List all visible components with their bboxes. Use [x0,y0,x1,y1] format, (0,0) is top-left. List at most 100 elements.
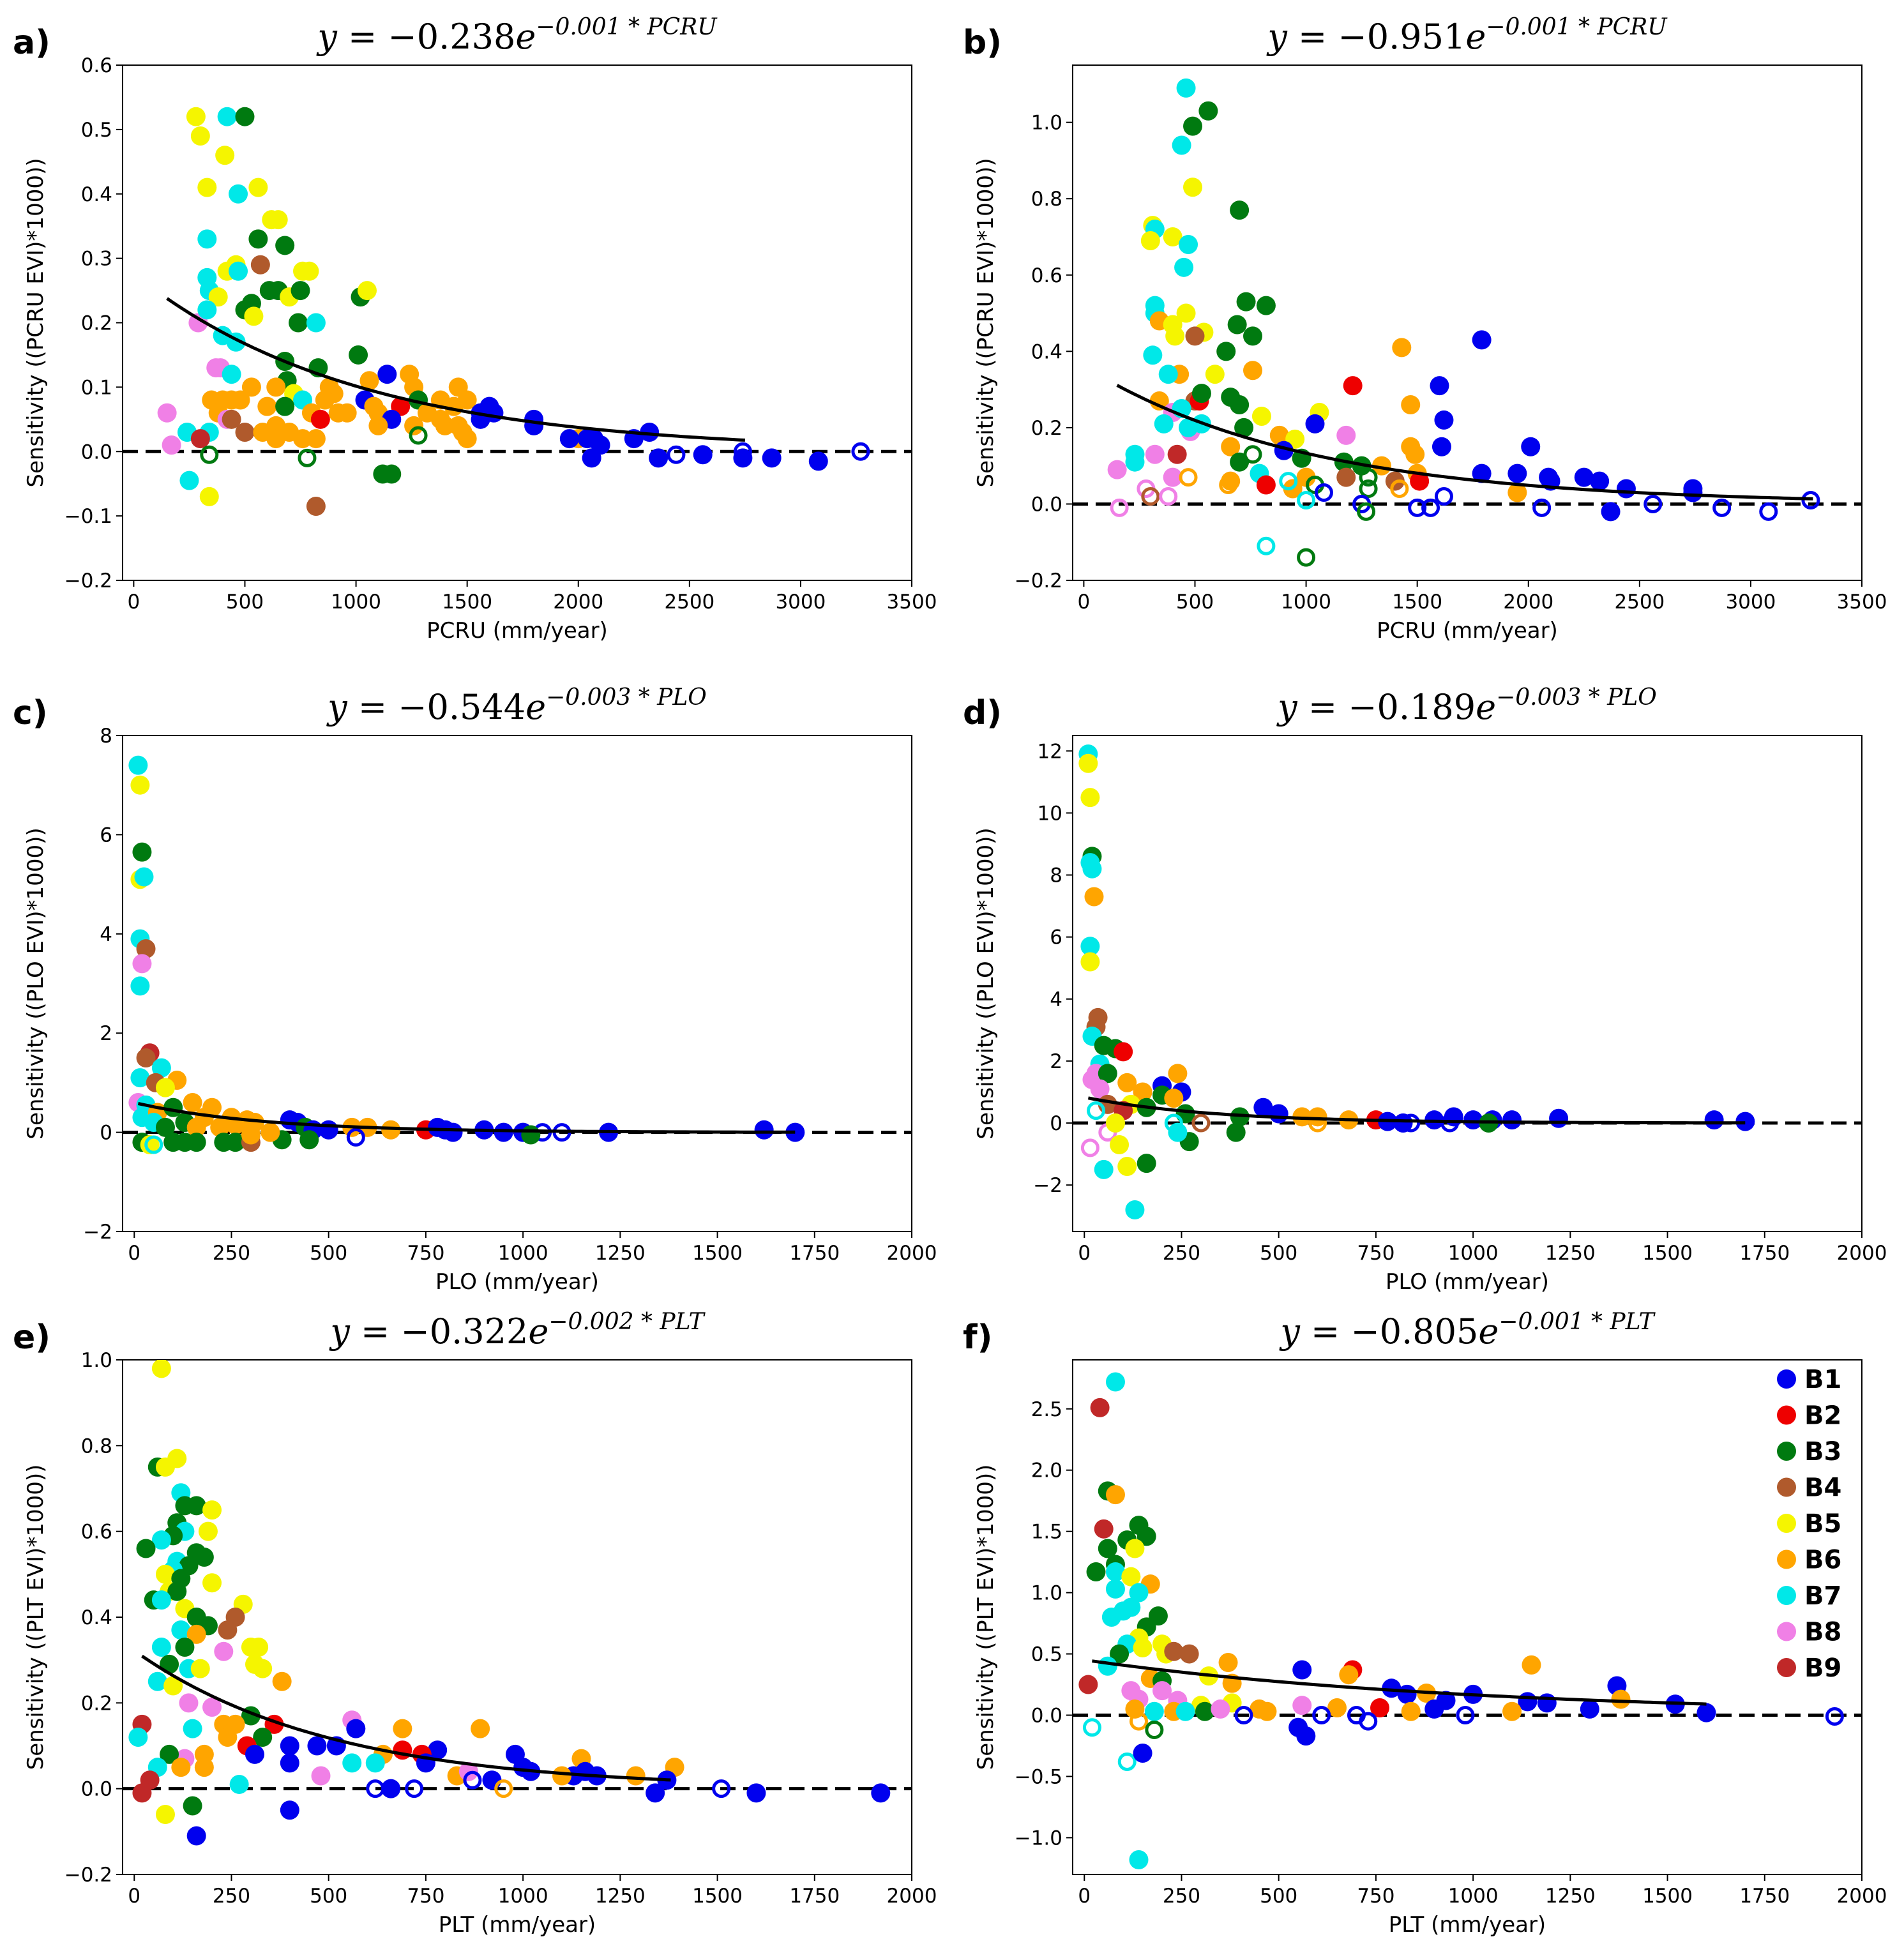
x-tick-label: 500 [1260,1885,1297,1908]
y-axis-label: Sensitivity ((PLT EVI)*1000)) [973,1465,999,1770]
y-tick-label: −0.1 [64,505,112,528]
data-point-open-b1 [346,1127,365,1147]
panel-letter: b) [963,24,1002,62]
data-point-b5 [1117,1157,1137,1177]
data-point-b7 [1143,345,1163,365]
data-point-b8 [1152,1681,1172,1701]
chart-title: y = −0.238e−0.001 * PCRU [316,14,718,57]
data-point-b8 [162,435,181,455]
x-axis-label: PCRU (mm/year) [427,618,608,644]
data-point-b3 [1098,1539,1117,1558]
data-point-b6 [1392,338,1412,358]
data-point-b7 [130,1068,150,1088]
legend-label-b1: B1 [1804,1365,1841,1394]
y-axis-label: Sensitivity ((PLO EVI)*1000)) [973,827,999,1139]
x-tick-label: 1250 [595,1242,646,1265]
plot-area [122,735,912,1232]
data-point-b6 [1257,1701,1277,1721]
data-point-b6 [218,1728,238,1747]
chart-panel-3: c) y = −0.544e−0.003 * PLO 0 250 500 750 1000 1… [13,684,937,1295]
data-point-b6 [1105,1485,1125,1505]
data-point-open-b1 [733,442,752,461]
data-point-b1 [693,445,713,465]
data-point-b6 [261,1122,280,1142]
data-point-b1 [307,1736,327,1756]
data-point-b6 [315,390,335,410]
x-axis-label: PLT (mm/year) [1389,1912,1546,1938]
data-point-open-b7 [1087,1101,1106,1120]
data-point-b1 [1296,1726,1316,1746]
data-point-b7 [342,1753,362,1773]
y-axis-label: Sensitivity ((PLO EVI)*1000)) [23,827,49,1139]
x-tick-label: 1500 [692,1885,743,1908]
data-point-b9 [1090,1398,1110,1417]
data-point-b3 [299,1130,319,1150]
x-tick-label: 2000 [553,591,603,614]
data-point-b7 [197,229,217,249]
plot-area [1072,735,1862,1232]
data-point-b3 [289,313,308,333]
data-point-open-b4 [1141,486,1160,506]
data-point-b9 [1167,444,1187,464]
data-point-b7 [1105,1579,1125,1599]
y-tick-label: 1.0 [1031,112,1062,135]
y-axis-label: Sensitivity ((PCRU EVI)*1000)) [973,158,999,488]
data-point-b5 [299,261,319,281]
y-tick-label: 8 [100,725,112,748]
y-tick-label: 0.4 [1031,340,1062,363]
y-tick-label: −2 [83,1221,112,1244]
x-axis-label: PCRU (mm/year) [1377,618,1558,644]
x-tick-label: 0 [1078,1242,1091,1265]
data-point-b6 [368,416,388,435]
data-point-b1 [762,448,782,468]
x-tick-label: 1250 [1545,1885,1596,1908]
x-tick-label: 1250 [595,1885,646,1908]
x-tick-label: 500 [310,1885,347,1908]
data-point-open-b1 [1402,1113,1421,1133]
data-point-b5 [1133,1638,1152,1657]
data-point-b5 [198,1521,218,1541]
chart-panel-6: f) y = −0.805e−0.001 * PLT 0 250 500 750 1000 1… [963,1309,1887,1938]
data-point-b6 [272,1671,292,1691]
data-point-b7 [1080,937,1100,956]
x-tick-label: 750 [1357,1885,1394,1908]
data-point-b2 [1114,1042,1133,1062]
fit-curve [137,1102,796,1134]
data-point-b4 [235,422,255,442]
data-point-b5 [155,1804,175,1824]
x-tick-label: 1250 [1545,1242,1596,1265]
data-point-b1 [1424,1699,1444,1719]
data-point-b6 [337,403,357,423]
y-tick-label: −0.5 [1015,1765,1062,1788]
data-point-b3 [248,229,268,249]
data-point-b8 [214,1641,234,1661]
legend-label-b8: B8 [1804,1618,1841,1647]
data-point-b2 [1343,376,1363,396]
data-point-b2 [1370,1698,1390,1718]
data-point-b6 [1522,1655,1541,1675]
data-point-b6 [171,1758,191,1777]
data-point-b3 [1226,1122,1246,1142]
data-point-open-b3 [200,445,219,464]
data-point-b5 [190,1659,210,1678]
data-point-b5 [130,775,150,795]
data-point-b6 [1133,1082,1152,1102]
x-tick-label: 0 [128,591,140,614]
data-point-b9 [132,1783,152,1803]
data-point-open-b1 [1456,1706,1475,1725]
data-point-b8 [202,1698,222,1717]
data-point-b3 [1137,1154,1156,1173]
data-point-b4 [1179,1644,1199,1664]
y-tick-label: 10 [1038,802,1062,825]
chart-title: y = −0.544e−0.003 * PLO [326,684,707,727]
legend-label-b3: B3 [1804,1437,1841,1466]
data-point-b1 [443,1122,463,1142]
y-tick-label: 1.0 [1031,1582,1062,1605]
data-point-b6 [293,429,313,449]
data-point-b7 [134,867,154,887]
y-tick-label: 1.0 [81,1349,112,1372]
x-tick-label: 500 [1176,591,1214,614]
y-tick-label: 0.4 [81,183,112,206]
data-point-b5 [202,1500,222,1520]
x-tick-label: 2000 [1837,1885,1887,1908]
